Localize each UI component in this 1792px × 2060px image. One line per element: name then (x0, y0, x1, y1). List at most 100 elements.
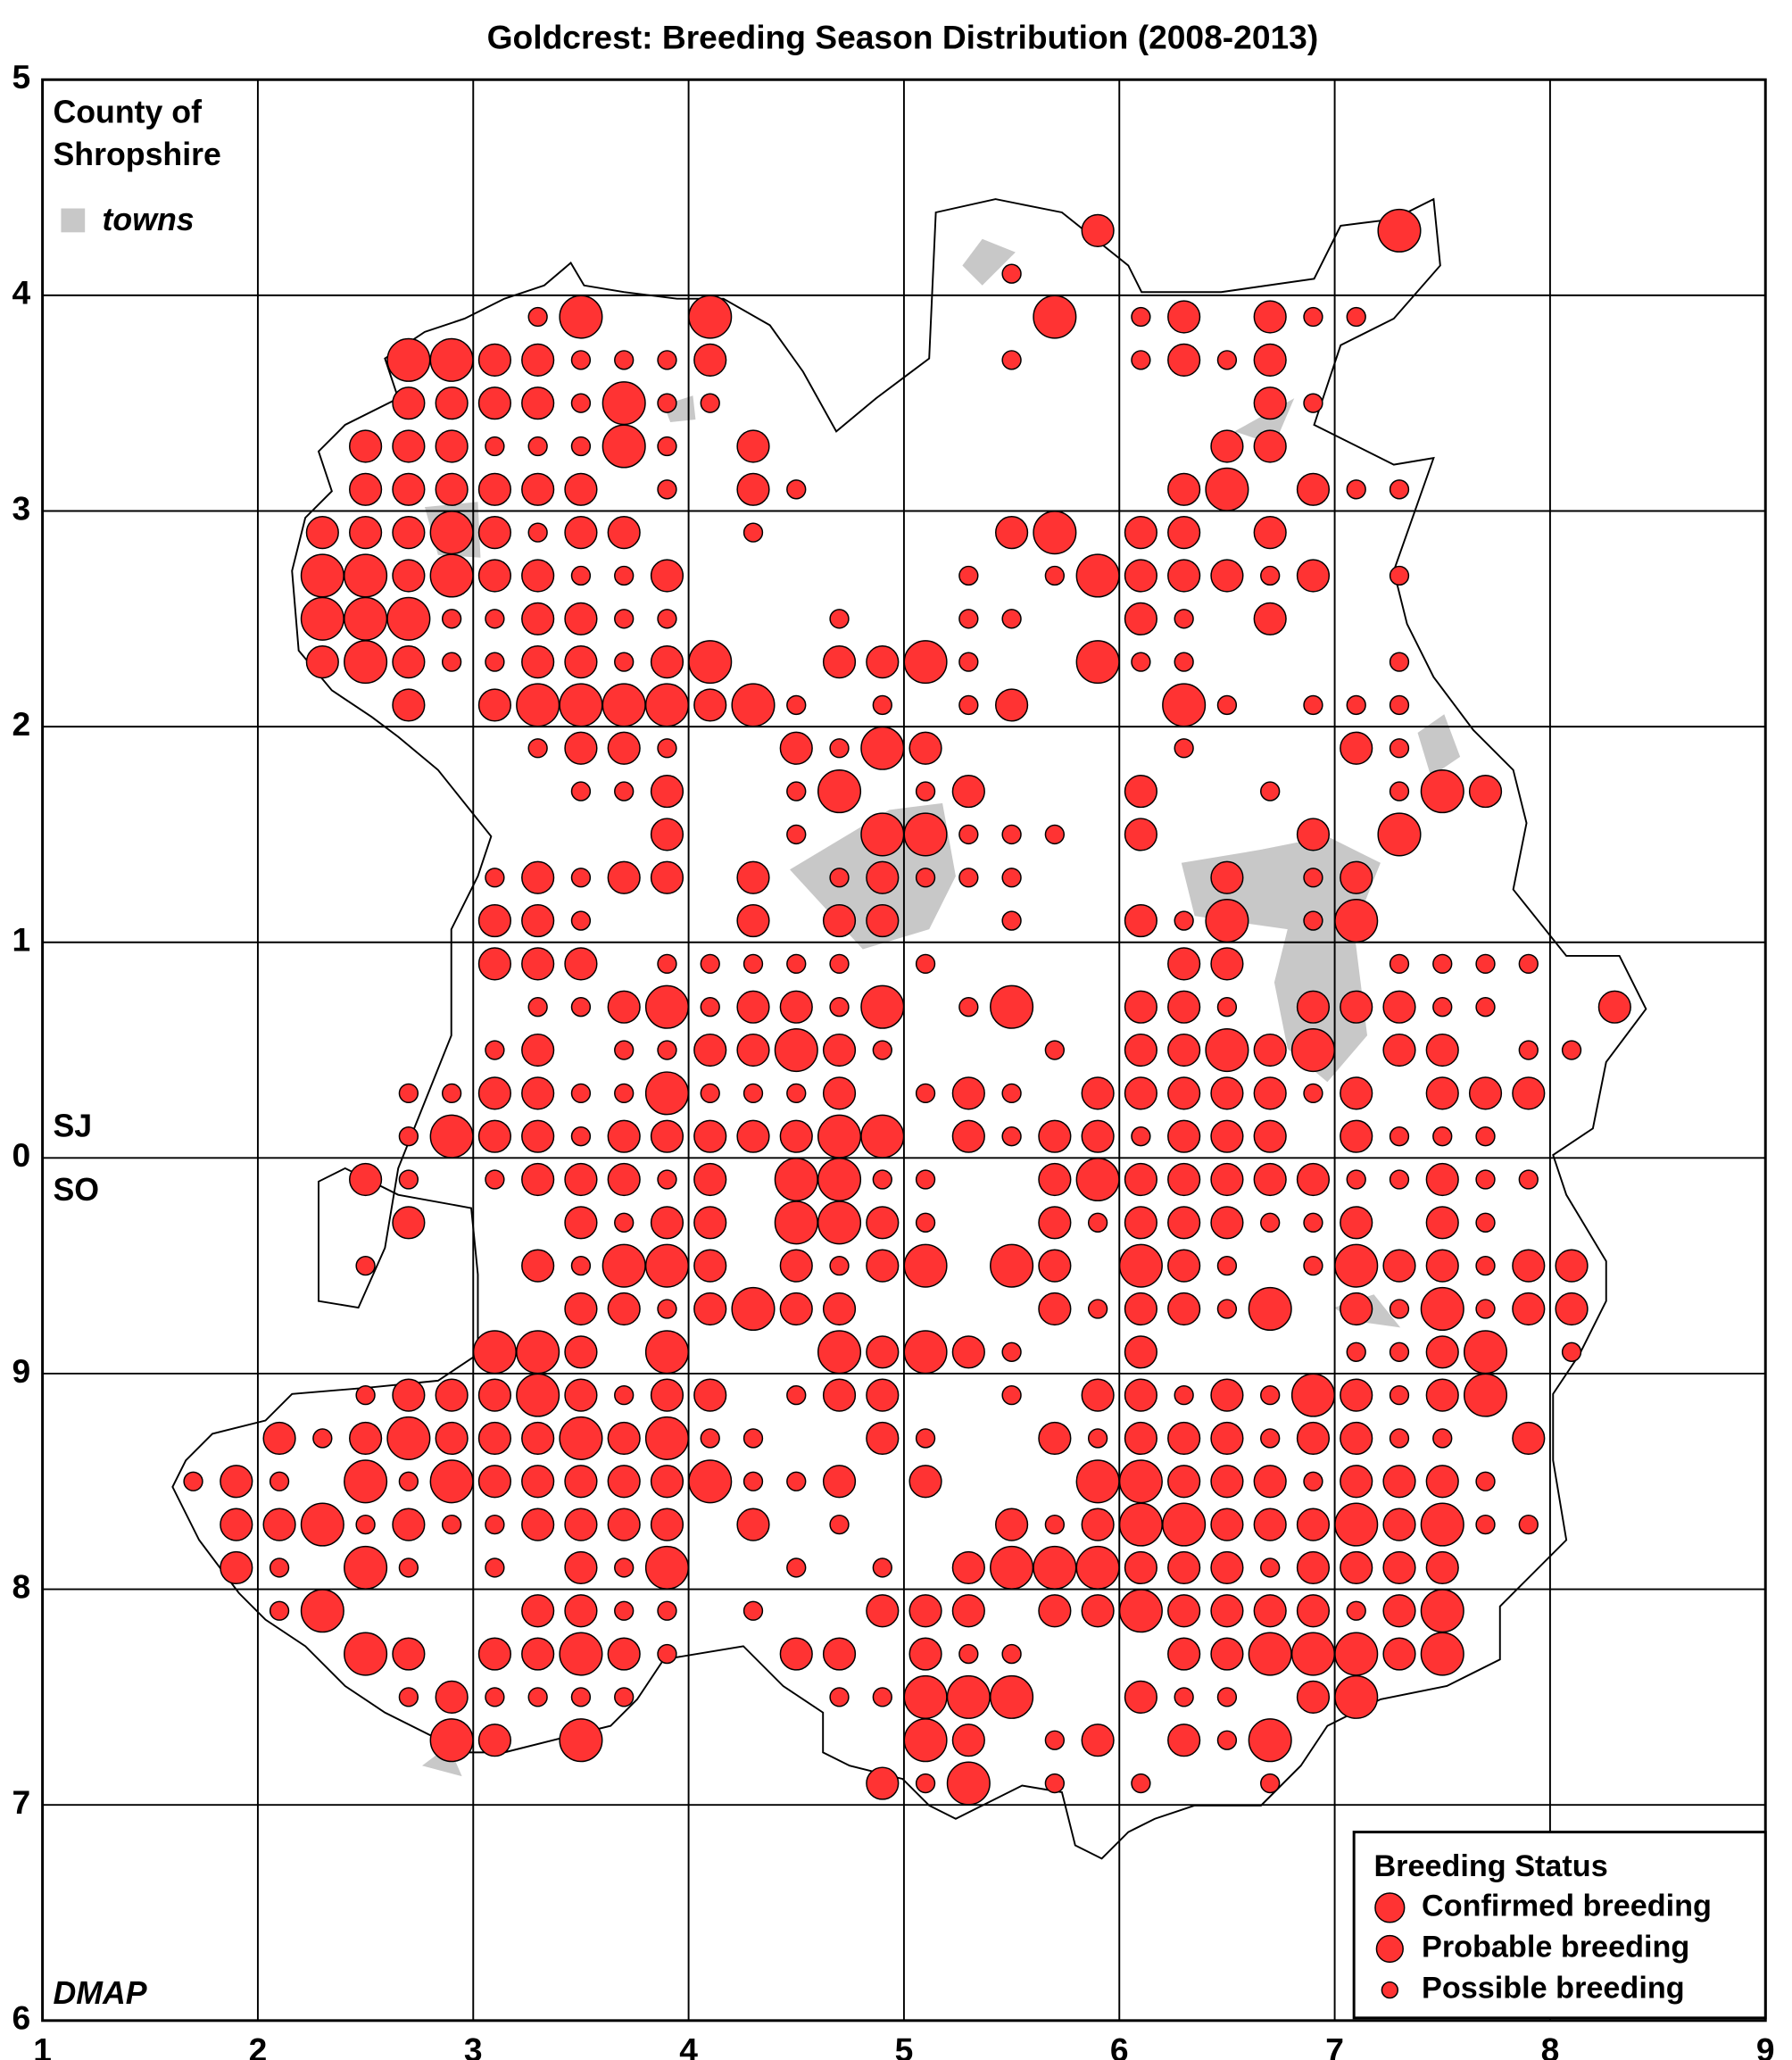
record-dot (349, 429, 383, 463)
record-dot (1210, 1206, 1244, 1240)
record-dot (903, 1243, 948, 1288)
record-dot (915, 1773, 936, 1794)
record-dot (1260, 565, 1281, 586)
record-dot (1001, 910, 1022, 931)
record-dot (786, 953, 807, 975)
record-dot (344, 1545, 388, 1590)
record-dot (564, 1335, 598, 1369)
town (1181, 836, 1381, 1083)
record-dot (688, 1459, 733, 1504)
record-dot (1260, 1773, 1281, 1794)
towns-swatch (61, 208, 86, 233)
record-dot (1346, 306, 1366, 328)
record-dot (1124, 1550, 1157, 1585)
record-dot (1334, 1243, 1379, 1288)
record-dot (1124, 1162, 1157, 1197)
record-dot (300, 553, 344, 598)
record-dot (1167, 1292, 1201, 1326)
record-dot (564, 1508, 598, 1541)
record-dot (779, 1119, 813, 1153)
record-dot (860, 984, 905, 1029)
record-dot (477, 903, 511, 938)
record-dot (1210, 860, 1244, 894)
record-dot (564, 947, 598, 981)
record-dot (1340, 1550, 1373, 1585)
record-dot (1118, 1589, 1163, 1633)
record-dot (1167, 1550, 1201, 1585)
y-tick-label: 4 (12, 274, 30, 311)
record-dot (477, 1119, 511, 1153)
record-dot (269, 1600, 290, 1621)
record-dot (693, 343, 727, 377)
record-dot (1038, 1594, 1072, 1628)
record-dot (429, 1114, 474, 1159)
record-dot (1001, 609, 1022, 629)
record-dot (774, 1157, 818, 1202)
record-dot (1253, 429, 1287, 463)
record-dot (903, 1718, 948, 1763)
record-dot (1253, 1162, 1287, 1197)
record-dot (1382, 1033, 1416, 1067)
record-dot (1075, 1459, 1120, 1504)
record-dot (1425, 1550, 1459, 1585)
record-dot (990, 1674, 1034, 1719)
record-dot (908, 731, 942, 765)
record-dot (564, 731, 598, 765)
record-dot (1167, 472, 1201, 506)
record-dot (1389, 652, 1410, 672)
record-dot (485, 652, 505, 672)
record-dot (822, 645, 857, 679)
record-dot (1389, 1169, 1410, 1190)
record-dot (601, 381, 646, 426)
record-dot (614, 1687, 635, 1707)
record-dot (570, 436, 592, 457)
record-dot (429, 553, 474, 598)
record-dot (866, 1594, 900, 1628)
record-dot (1087, 1428, 1108, 1449)
record-dot (817, 1114, 862, 1159)
record-dot (1296, 1680, 1331, 1714)
record-dot (607, 990, 641, 1024)
record-dot (915, 1212, 936, 1233)
x-tick-label: 4 (679, 2031, 698, 2060)
record-dot (614, 781, 635, 802)
record-dot (1334, 899, 1379, 943)
record-dot (1087, 1299, 1108, 1319)
record-dot (429, 337, 474, 382)
record-dot (1346, 479, 1366, 500)
record-dot (994, 688, 1029, 722)
record-dot (1167, 1206, 1201, 1240)
record-dot (657, 609, 677, 629)
record-dot (1389, 1384, 1410, 1406)
legend: Breeding Status Confirmed breeding Probab… (1352, 1831, 1767, 2020)
record-dot (521, 472, 555, 506)
record-dot (1075, 553, 1120, 598)
record-dot (564, 472, 598, 506)
record-dot (903, 812, 948, 857)
record-dot (1001, 824, 1022, 845)
record-dot (1425, 1465, 1459, 1499)
record-dot (1167, 990, 1201, 1024)
record-dot (958, 609, 979, 629)
record-dot (564, 645, 598, 679)
record-dot (601, 424, 646, 469)
record-dot (1518, 1040, 1539, 1060)
record-dot (1377, 208, 1422, 253)
record-dot (946, 1674, 991, 1719)
record-dot (1081, 1378, 1115, 1412)
record-dot (1205, 467, 1249, 511)
record-dot (607, 1292, 641, 1326)
record-dot (1303, 868, 1323, 888)
record-dot (1303, 1471, 1323, 1491)
record-dot (1044, 565, 1066, 586)
record-dot (1561, 1040, 1582, 1060)
record-dot (736, 860, 770, 894)
record-dot (1205, 1027, 1249, 1073)
record-dot (1174, 738, 1194, 759)
record-dot (1340, 1076, 1373, 1110)
record-dot (829, 953, 850, 975)
record-dot (435, 1680, 469, 1714)
record-dot (564, 1162, 598, 1197)
record-dot (570, 1083, 592, 1104)
